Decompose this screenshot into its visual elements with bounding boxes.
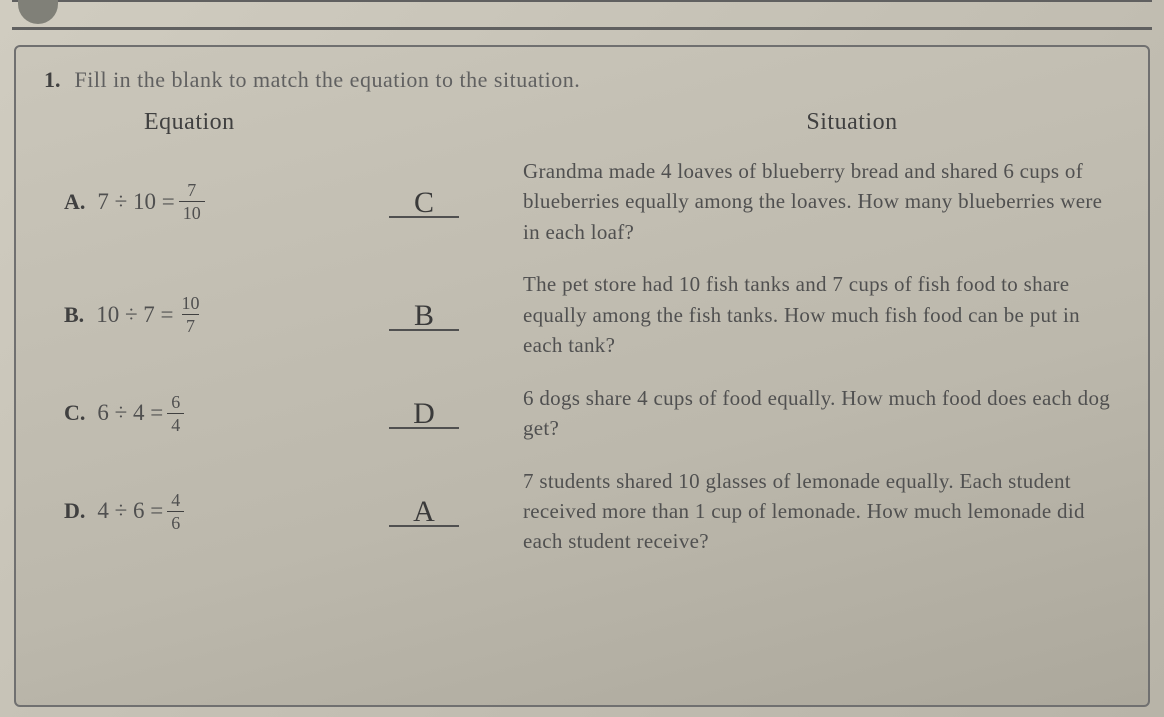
fraction-d: 4 6 bbox=[167, 491, 184, 532]
frac-den-d: 6 bbox=[167, 511, 184, 532]
equation-body-d: 4 ÷ 6 = 4 6 bbox=[97, 491, 184, 532]
equation-a: A. 7 ÷ 10 = 7 10 bbox=[44, 181, 349, 222]
situation-b: The pet store had 10 fish tanks and 7 cu… bbox=[499, 269, 1120, 360]
worksheet-page: 1. Fill in the blank to match the equati… bbox=[0, 0, 1164, 717]
answer-blank-c[interactable]: D bbox=[349, 397, 499, 429]
situation-c: 6 dogs share 4 cups of food equally. How… bbox=[499, 383, 1120, 444]
answer-blank-b[interactable]: B bbox=[349, 299, 499, 331]
fraction-b: 10 7 bbox=[178, 294, 204, 335]
equation-body-a: 7 ÷ 10 = 7 10 bbox=[97, 181, 204, 222]
frac-den-a: 10 bbox=[179, 201, 205, 222]
answer-c: D bbox=[413, 397, 435, 431]
question-box: 1. Fill in the blank to match the equati… bbox=[14, 45, 1150, 707]
eq-left-d: 4 ÷ 6 = bbox=[97, 498, 163, 524]
column-headers: Equation Situation bbox=[44, 109, 1120, 136]
answer-a: C bbox=[414, 186, 434, 220]
situation-header: Situation bbox=[504, 109, 1120, 136]
equation-header: Equation bbox=[44, 109, 504, 136]
answer-d: A bbox=[413, 495, 435, 529]
equation-body-c: 6 ÷ 4 = 6 4 bbox=[97, 393, 184, 434]
question-header: 1. Fill in the blank to match the equati… bbox=[44, 67, 1120, 93]
equation-body-b: 10 ÷ 7 = 10 7 bbox=[96, 294, 203, 335]
label-b: B. bbox=[64, 302, 84, 328]
label-a: A. bbox=[64, 189, 85, 215]
question-text: Fill in the blank to match the equation … bbox=[75, 67, 581, 93]
equation-d: D. 4 ÷ 6 = 4 6 bbox=[44, 491, 349, 532]
eq-left-b: 10 ÷ 7 = bbox=[96, 302, 173, 328]
answer-b: B bbox=[414, 299, 434, 333]
answer-line-d bbox=[389, 525, 459, 527]
fraction-a: 7 10 bbox=[179, 181, 205, 222]
row-a: A. 7 ÷ 10 = 7 10 C Grandma made 4 loaves… bbox=[44, 156, 1120, 247]
frac-num-c: 6 bbox=[167, 393, 184, 413]
answer-line-a bbox=[389, 216, 459, 218]
eq-left-c: 6 ÷ 4 = bbox=[97, 400, 163, 426]
frac-den-b: 7 bbox=[182, 314, 199, 335]
question-number: 1. bbox=[44, 67, 61, 93]
situation-a: Grandma made 4 loaves of blueberry bread… bbox=[499, 156, 1120, 247]
answer-line-c bbox=[389, 427, 459, 429]
frac-num-d: 4 bbox=[167, 491, 184, 511]
top-double-border bbox=[12, 0, 1152, 30]
label-c: C. bbox=[64, 400, 85, 426]
answer-blank-d[interactable]: A bbox=[349, 495, 499, 527]
row-c: C. 6 ÷ 4 = 6 4 D 6 dogs share 4 cups of … bbox=[44, 383, 1120, 444]
equation-b: B. 10 ÷ 7 = 10 7 bbox=[44, 294, 349, 335]
label-d: D. bbox=[64, 498, 85, 524]
eq-left-a: 7 ÷ 10 = bbox=[97, 189, 174, 215]
frac-num-b: 10 bbox=[178, 294, 204, 314]
row-b: B. 10 ÷ 7 = 10 7 B The pet store had 10 … bbox=[44, 269, 1120, 360]
answer-line-b bbox=[389, 329, 459, 331]
situation-d: 7 students shared 10 glasses of lemonade… bbox=[499, 466, 1120, 557]
fraction-c: 6 4 bbox=[167, 393, 184, 434]
equation-c: C. 6 ÷ 4 = 6 4 bbox=[44, 393, 349, 434]
answer-blank-a[interactable]: C bbox=[349, 186, 499, 218]
frac-num-a: 7 bbox=[183, 181, 200, 201]
frac-den-c: 4 bbox=[167, 413, 184, 434]
row-d: D. 4 ÷ 6 = 4 6 A 7 students shared 10 gl… bbox=[44, 466, 1120, 557]
